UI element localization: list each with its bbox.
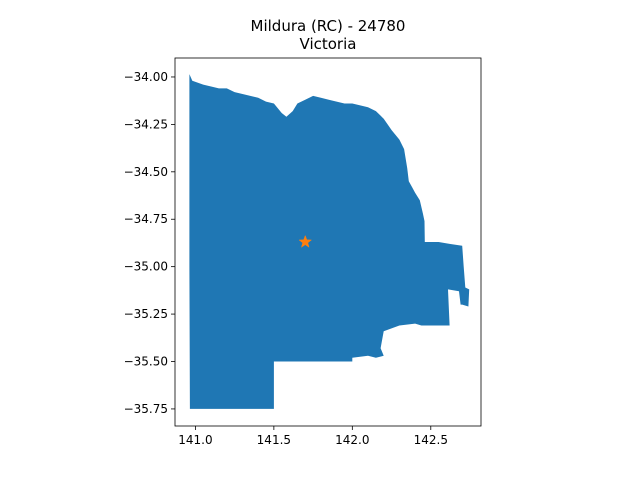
x-tick-label: 142.0 bbox=[335, 433, 369, 447]
y-tick-label: −34.75 bbox=[124, 212, 168, 226]
x-axis-ticks: 141.0 141.5 142.0 142.5 bbox=[178, 426, 448, 447]
region-polygon bbox=[189, 74, 470, 409]
y-tick-label: −35.25 bbox=[124, 307, 168, 321]
location-star-marker bbox=[298, 234, 313, 248]
chart-title: Mildura (RC) - 24780 bbox=[251, 17, 406, 35]
y-tick-label: −34.50 bbox=[124, 165, 168, 179]
y-tick-label: −35.50 bbox=[124, 355, 168, 369]
y-tick-label: −35.00 bbox=[124, 260, 168, 274]
y-tick-label: −35.75 bbox=[124, 402, 168, 416]
y-tick-label: −34.00 bbox=[124, 70, 168, 84]
chart-subtitle: Victoria bbox=[300, 35, 357, 53]
x-tick-label: 141.0 bbox=[178, 433, 212, 447]
y-tick-label: −34.25 bbox=[124, 117, 168, 131]
x-tick-label: 142.5 bbox=[414, 433, 448, 447]
y-axis-ticks: −34.00 −34.25 −34.50 −34.75 −35.00 −35.25 −35.… bbox=[124, 70, 175, 416]
axes-frame bbox=[174, 57, 482, 427]
x-tick-label: 141.5 bbox=[257, 433, 291, 447]
